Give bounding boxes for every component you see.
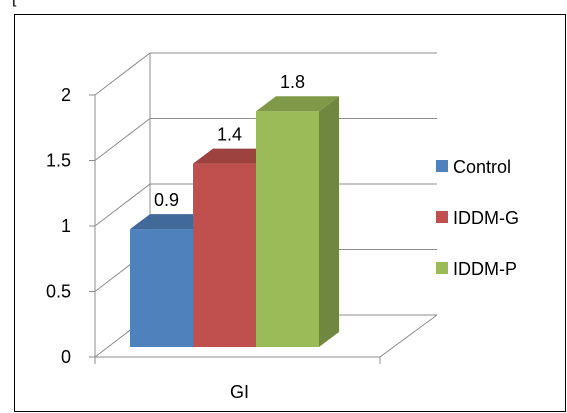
bar-iddm-g bbox=[193, 163, 256, 347]
floor-right-edge bbox=[379, 314, 438, 358]
data-label: 1.8 bbox=[280, 72, 305, 92]
bar-iddm-p bbox=[256, 111, 319, 347]
data-label: 0.9 bbox=[154, 190, 179, 210]
y-tick-label: 1.5 bbox=[46, 151, 71, 171]
bar-top-control bbox=[130, 214, 213, 230]
x-tick-label: GI bbox=[230, 382, 249, 402]
cropped-top-text: [ bbox=[12, 0, 62, 10]
legend-label: IDDM-P bbox=[453, 259, 517, 279]
y-tick-label: 2 bbox=[61, 85, 71, 105]
data-label: 1.4 bbox=[217, 125, 242, 145]
y-tick-label: 1 bbox=[61, 216, 71, 236]
legend-swatch bbox=[436, 160, 448, 172]
bar-control bbox=[130, 229, 193, 347]
bar-top-iddm-p bbox=[256, 96, 339, 112]
legend-swatch bbox=[436, 262, 448, 274]
left-wall-gridline bbox=[94, 52, 151, 96]
legend-swatch bbox=[436, 211, 448, 223]
y-tick-label: 0 bbox=[61, 347, 71, 367]
y-tick-label: 0.5 bbox=[46, 282, 71, 302]
bar-side-iddm-p bbox=[319, 96, 339, 347]
left-wall-gridline bbox=[94, 118, 151, 161]
legend-label: IDDM-G bbox=[453, 208, 519, 228]
bar-top-iddm-g bbox=[193, 148, 276, 164]
legend-label: Control bbox=[453, 157, 511, 177]
left-wall-gridline bbox=[94, 183, 151, 227]
